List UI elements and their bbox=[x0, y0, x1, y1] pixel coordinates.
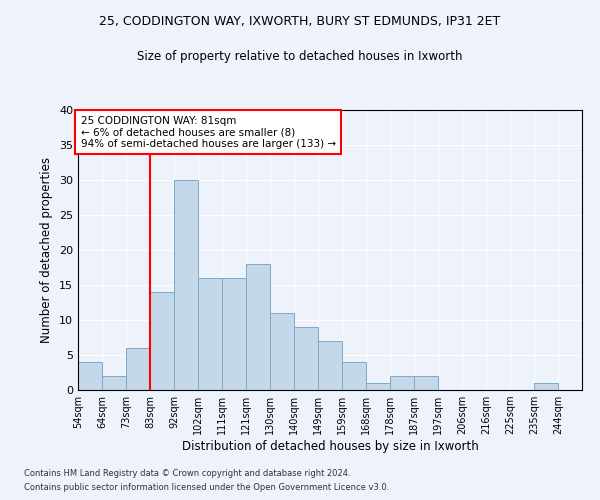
Bar bbox=[390, 376, 414, 390]
Bar bbox=[78, 362, 102, 390]
Bar bbox=[414, 376, 438, 390]
Text: Contains public sector information licensed under the Open Government Licence v3: Contains public sector information licen… bbox=[24, 484, 389, 492]
Text: Size of property relative to detached houses in Ixworth: Size of property relative to detached ho… bbox=[137, 50, 463, 63]
Text: 25 CODDINGTON WAY: 81sqm
← 6% of detached houses are smaller (8)
94% of semi-det: 25 CODDINGTON WAY: 81sqm ← 6% of detache… bbox=[80, 116, 335, 149]
Bar bbox=[102, 376, 126, 390]
Bar bbox=[318, 341, 342, 390]
Bar bbox=[150, 292, 174, 390]
Bar bbox=[246, 264, 270, 390]
Y-axis label: Number of detached properties: Number of detached properties bbox=[40, 157, 53, 343]
Bar bbox=[126, 348, 150, 390]
Bar bbox=[534, 383, 558, 390]
Bar bbox=[270, 313, 294, 390]
Text: Contains HM Land Registry data © Crown copyright and database right 2024.: Contains HM Land Registry data © Crown c… bbox=[24, 468, 350, 477]
Text: 25, CODDINGTON WAY, IXWORTH, BURY ST EDMUNDS, IP31 2ET: 25, CODDINGTON WAY, IXWORTH, BURY ST EDM… bbox=[100, 15, 500, 28]
Bar bbox=[222, 278, 246, 390]
Bar bbox=[342, 362, 366, 390]
Bar bbox=[174, 180, 198, 390]
Bar bbox=[366, 383, 390, 390]
Bar bbox=[294, 327, 318, 390]
Bar bbox=[198, 278, 222, 390]
X-axis label: Distribution of detached houses by size in Ixworth: Distribution of detached houses by size … bbox=[182, 440, 478, 453]
